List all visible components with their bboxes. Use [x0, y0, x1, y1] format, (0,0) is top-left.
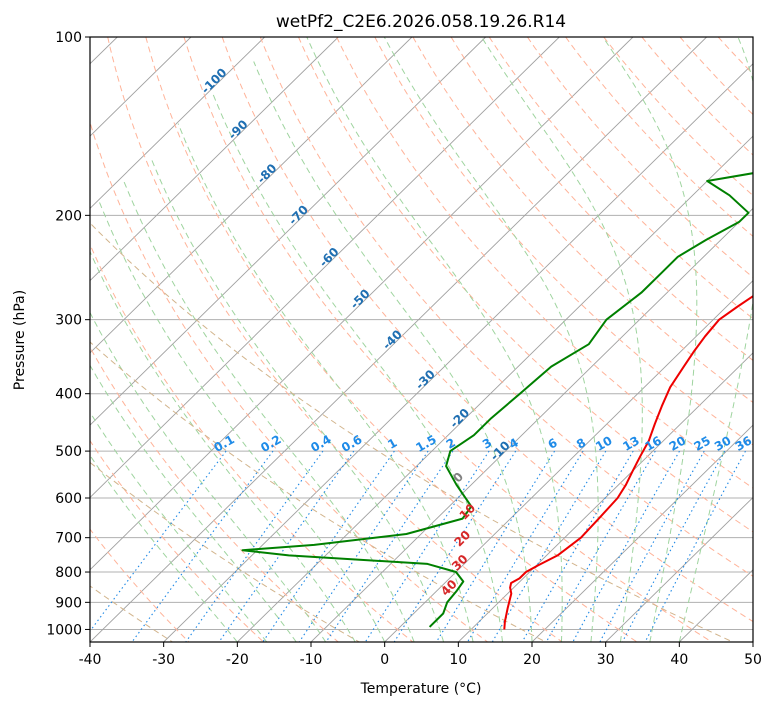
x-axis: -40 -30 -20 -10 0 10 20 30 40 50 [79, 642, 762, 668]
moist-adiabat-line [306, 37, 563, 642]
moist-adiabat-line [123, 180, 415, 642]
dry-adiabat-line [603, 37, 753, 197]
y-tick-label: 600 [55, 491, 82, 507]
isentrope-line [90, 341, 547, 642]
plot-area [90, 37, 753, 642]
x-tick-label: 10 [449, 652, 467, 668]
moist-adiabat-line [602, 37, 698, 642]
y-tick-label: 500 [55, 444, 82, 460]
mixing-ratio-line [644, 450, 746, 642]
mixing-ratio-line [393, 450, 517, 642]
isotherm-line [90, 37, 265, 209]
isotherm-line [531, 424, 753, 642]
moist-adiabat-line [150, 157, 445, 642]
isotherm-line [90, 37, 560, 499]
temperature-profile-line [503, 294, 753, 630]
plot-frame [89, 36, 754, 643]
mixing-ratio-line [90, 450, 227, 632]
mixing-ratio-line [599, 450, 705, 642]
mixing-ratio-line [467, 450, 584, 642]
isentrope-line [90, 461, 360, 642]
dry-adiabat-line [90, 243, 414, 642]
y-tick-label: 1000 [46, 622, 82, 638]
y-tick-label: 400 [55, 387, 82, 403]
y-tick-label: 300 [55, 313, 82, 329]
y-tick-label: 700 [55, 531, 82, 547]
y-tick-label: 200 [55, 208, 82, 224]
isotherm-line [90, 37, 413, 354]
dry-adiabat-line [107, 37, 563, 642]
dry-adiabat-line [145, 37, 638, 642]
y-tick-label: 100 [55, 30, 82, 46]
dry-adiabat-line [565, 37, 753, 238]
moist-adiabat-line [90, 250, 356, 642]
x-tick-label: 50 [744, 652, 762, 668]
x-tick-label: 40 [670, 652, 688, 668]
moist-adiabat-line [90, 411, 268, 642]
x-tick-label: -30 [152, 652, 175, 668]
isotherm-line [458, 352, 753, 642]
mixing-ratio-line [572, 450, 680, 642]
dry-adiabat-line [298, 37, 753, 533]
mixing-ratio-line [545, 450, 656, 642]
y-axis-label: Pressure (hPa) [12, 290, 28, 390]
x-tick-label: 20 [523, 652, 541, 668]
dry-adiabat-line [374, 37, 753, 446]
dry-adiabat-line [336, 37, 753, 489]
series-layer [241, 172, 753, 630]
isotherm-line [90, 37, 707, 642]
isotherm-line [90, 37, 634, 571]
moist-adiabat-line [481, 37, 643, 642]
dry-adiabat-line [488, 37, 753, 320]
y-tick-label: 800 [55, 565, 82, 581]
mixing-ratio-line [621, 450, 726, 642]
mixing-ratio-line [521, 450, 634, 642]
dewpoint-profile-line [241, 172, 753, 628]
moist-adiabat-line [90, 364, 297, 642]
moist-adiabat-line [253, 61, 533, 642]
x-tick-label: -20 [226, 652, 249, 668]
x-tick-label: 0 [380, 652, 389, 668]
dry-adiabat-line [412, 37, 753, 404]
dry-adiabat-line [183, 37, 712, 642]
mixing-ratio-line [298, 450, 429, 642]
x-axis-label: Temperature (°C) [360, 681, 482, 697]
x-tick-label: -40 [79, 652, 102, 668]
mixing-ratio-line [262, 450, 395, 642]
x-tick-label: 30 [597, 652, 615, 668]
moist-adiabat-line [383, 37, 599, 642]
mixing-ratio-line [325, 450, 454, 642]
y-axis: 100 200 300 400 500 600 700 800 900 1000 [46, 30, 90, 638]
moist-adiabat-line [98, 201, 386, 642]
dry-adiabat-line [450, 37, 753, 362]
isotherm-line [384, 279, 753, 642]
isotherm-line [605, 496, 753, 642]
isotherm-line [90, 37, 486, 426]
isotherm-line [90, 37, 339, 282]
x-tick-label: -10 [300, 652, 323, 668]
moist-adiabat-line [678, 37, 753, 642]
moist-adiabat-line [177, 123, 474, 642]
isotherm-line [163, 63, 753, 642]
background-lines [90, 37, 753, 642]
chart-title: wetPf2_C2E6.2026.058.19.26.R14 [276, 12, 566, 32]
isentrope-line [90, 222, 734, 642]
y-tick-label: 900 [55, 595, 82, 611]
dry-adiabat-line [259, 37, 753, 577]
mixing-ratio-line [131, 450, 274, 642]
